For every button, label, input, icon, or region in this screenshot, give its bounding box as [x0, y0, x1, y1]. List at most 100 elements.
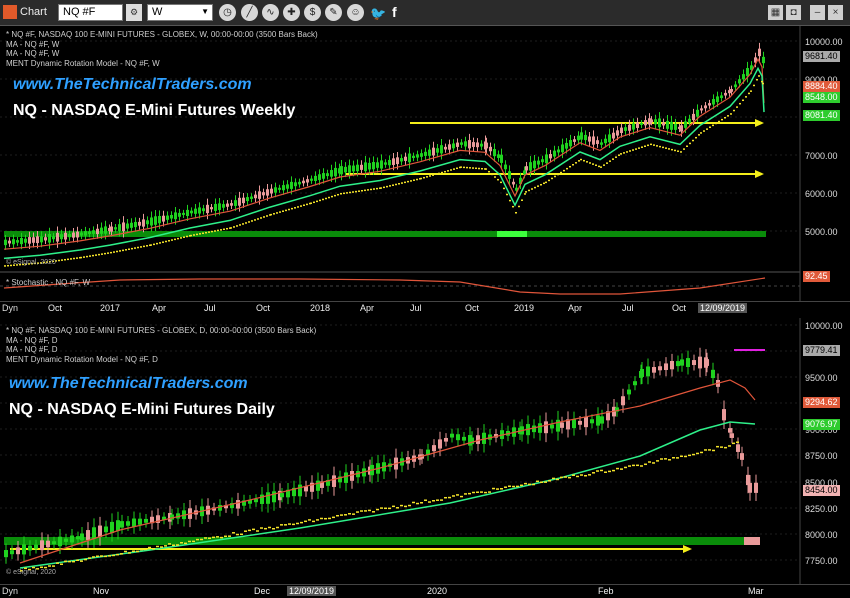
candle	[684, 121, 687, 128]
rotation-dot	[291, 207, 293, 210]
candle	[648, 118, 651, 125]
candle	[338, 168, 341, 174]
rotation-dot	[331, 195, 333, 198]
symbol-input[interactable]: NQ #F	[58, 4, 123, 21]
candle	[500, 154, 503, 163]
symbol-value: NQ #F	[63, 6, 96, 18]
lock-icon[interactable]: ◘	[786, 5, 801, 20]
candle	[627, 389, 631, 395]
rotation-dot	[592, 163, 594, 165]
candle	[222, 204, 225, 208]
x-tick-label: 2019	[514, 303, 535, 313]
symbol-search-icon[interactable]: ⚙	[126, 4, 142, 21]
candle	[515, 187, 518, 191]
candle	[80, 533, 84, 541]
rotation-dot	[404, 505, 407, 508]
twitter-icon[interactable]: 🐦	[370, 6, 387, 21]
rotation-dot	[560, 171, 562, 174]
wave-icon[interactable]: ∿	[262, 4, 279, 21]
price-label: 8454.00	[803, 485, 840, 496]
rotation-dot	[652, 462, 655, 464]
rotation-dot	[721, 118, 723, 121]
rotation-dot	[288, 208, 290, 211]
candle	[438, 439, 442, 449]
rotation-dot	[140, 246, 142, 248]
rotation-dot	[356, 511, 359, 513]
candle	[76, 536, 80, 540]
rotation-dot	[49, 260, 51, 263]
rotation-dot	[113, 251, 115, 253]
candle	[722, 409, 726, 421]
candle	[512, 181, 515, 185]
candle	[150, 516, 154, 524]
rotation-dot	[230, 227, 232, 229]
candle	[322, 173, 325, 179]
rotation-dot	[73, 257, 75, 260]
minimize-icon[interactable]: –	[810, 5, 825, 20]
candle	[424, 151, 427, 156]
header-line: MENT Dynamic Rotation Model - NQ #F, D	[6, 354, 158, 364]
draw-line-icon[interactable]: ╱	[241, 4, 258, 21]
candle	[98, 525, 102, 537]
rotation-dot	[22, 263, 24, 266]
candle	[326, 173, 329, 177]
candle	[48, 234, 51, 243]
rotation-dot	[481, 167, 483, 170]
rotation-dot	[524, 193, 526, 195]
rotation-dot	[615, 156, 617, 158]
rotation-dot	[263, 216, 265, 218]
facebook-icon[interactable]: f	[392, 4, 397, 20]
rotation-dot	[386, 185, 388, 188]
rotation-dot	[310, 202, 312, 204]
support-band-end	[744, 537, 760, 545]
rotation-dot	[388, 507, 391, 510]
edit-icon[interactable]: ✎	[325, 4, 342, 21]
candle	[608, 134, 611, 143]
price-label: 9681.40	[803, 51, 840, 62]
clock-icon[interactable]: ◷	[219, 4, 236, 21]
rotation-dot	[254, 219, 256, 221]
candle	[636, 122, 639, 128]
interval-select[interactable]: W ▼	[147, 4, 213, 21]
rotation-dot	[180, 542, 183, 544]
candle	[70, 535, 74, 543]
candle	[28, 237, 31, 244]
rotation-dot	[319, 199, 321, 202]
crosshair-icon[interactable]: ✚	[283, 4, 300, 21]
x-tick-label: Oct	[465, 303, 480, 313]
dollar-icon[interactable]: $	[304, 4, 321, 21]
rotation-dot	[58, 259, 60, 262]
layout-icon[interactable]: ▦	[768, 5, 783, 20]
weekly-dyn-label[interactable]: Dyn	[2, 303, 19, 313]
candle	[440, 145, 443, 154]
rotation-dot	[270, 213, 272, 216]
support-band	[4, 537, 746, 545]
x-tick-label: Apr	[568, 303, 583, 313]
rotation-dot	[576, 475, 579, 478]
rotation-dot	[174, 238, 176, 241]
person-icon[interactable]: ☺	[347, 4, 364, 21]
candle	[146, 220, 149, 225]
rotation-dot	[497, 178, 499, 181]
daily-dyn-label[interactable]: Dyn	[2, 586, 19, 596]
weekly-x-axis: Dyn Oct 2017 Apr Jul Oct 2018 Apr Jul Oct 2019 Apr…	[0, 301, 850, 315]
rotation-dot	[516, 485, 519, 488]
rotation-dot	[108, 555, 111, 557]
rotation-dot	[695, 136, 697, 139]
candle	[762, 56, 765, 64]
candle	[541, 159, 544, 163]
close-icon[interactable]: ×	[828, 5, 843, 20]
daily-chart-header: * NQ #F, NASDAQ 100 E-MINI FUTURES - GLO…	[6, 326, 316, 364]
daily-chart-title: NQ - NASDAQ E-Mini Futures Daily	[9, 401, 275, 418]
rotation-dot	[376, 508, 379, 511]
rotation-dot	[572, 474, 575, 477]
candle	[452, 143, 455, 149]
rotation-dot	[60, 563, 63, 565]
candle	[711, 369, 715, 379]
rotation-dot	[223, 228, 225, 231]
rotation-dot	[618, 154, 620, 156]
rotation-dot	[245, 222, 247, 224]
candle	[533, 160, 536, 169]
candle	[624, 127, 627, 131]
rotation-dot	[156, 545, 159, 548]
